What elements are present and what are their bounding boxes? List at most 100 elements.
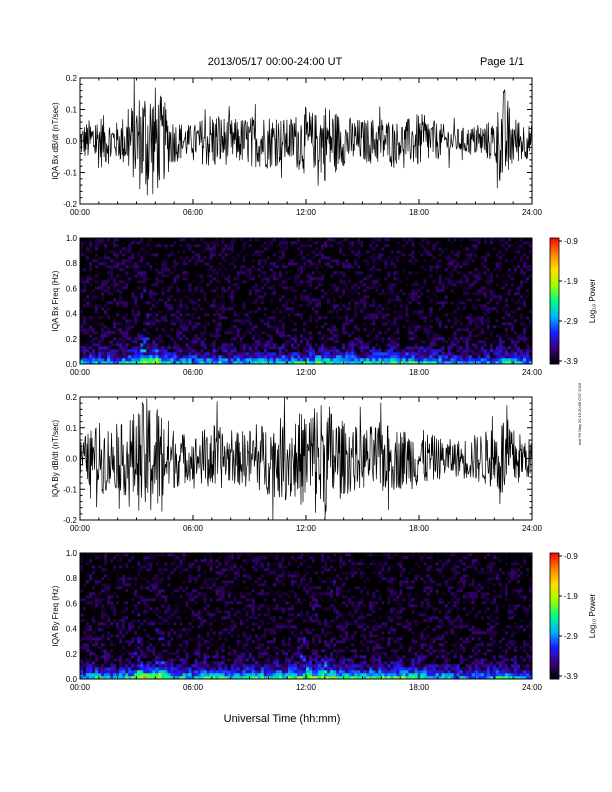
spectrogram-cell bbox=[206, 355, 210, 359]
spectrogram-cell bbox=[396, 241, 400, 245]
spectrogram-cell bbox=[233, 277, 237, 281]
spectrogram-cell bbox=[161, 271, 165, 275]
spectrogram-cell bbox=[426, 241, 430, 245]
spectrogram-cell bbox=[281, 361, 286, 365]
spectrogram-cell bbox=[242, 361, 247, 365]
spectrogram-cell bbox=[242, 271, 247, 275]
spectrogram-cell bbox=[312, 319, 316, 323]
spectrogram-cell bbox=[396, 265, 400, 269]
spectrogram-cell bbox=[263, 265, 268, 269]
spectrogram-cell bbox=[369, 355, 373, 359]
spectrogram-cell bbox=[342, 316, 346, 320]
spectrogram-cell bbox=[242, 307, 247, 311]
spectrogram-cell bbox=[197, 238, 201, 242]
spectrogram-cell bbox=[92, 268, 96, 272]
spectrogram-cell bbox=[245, 340, 250, 344]
spectrogram-cell bbox=[131, 289, 135, 293]
spectrogram-cell bbox=[414, 322, 418, 326]
spectrogram-cell bbox=[369, 256, 373, 260]
spectrogram-cell bbox=[351, 247, 355, 251]
spectrogram-cell bbox=[179, 241, 183, 245]
spectrogram-cell bbox=[423, 322, 427, 326]
spectrogram-cell bbox=[242, 310, 247, 314]
spectrogram-cell bbox=[372, 349, 376, 353]
spectrogram-cell bbox=[173, 337, 177, 341]
spectrogram-cell bbox=[390, 250, 394, 254]
spectrogram-cell bbox=[333, 241, 337, 245]
spectrogram-cell bbox=[266, 307, 271, 311]
spectrogram-cell bbox=[420, 331, 424, 335]
spectrogram-cell bbox=[284, 352, 289, 356]
spectrogram-cell bbox=[393, 316, 397, 320]
spectrogram-cell bbox=[414, 331, 418, 335]
spectrogram-cell bbox=[384, 277, 388, 281]
spectrogram-cell bbox=[293, 289, 298, 293]
spectrogram-cell bbox=[315, 259, 319, 263]
spectrogram-cell bbox=[92, 274, 96, 278]
spectrogram-cell bbox=[170, 298, 174, 302]
spectrogram-cell bbox=[176, 316, 180, 320]
spectrogram-cell bbox=[417, 349, 421, 353]
spectrogram-cell bbox=[248, 274, 253, 278]
spectrogram-cell bbox=[299, 262, 304, 266]
spectrogram-cell bbox=[248, 304, 253, 308]
spectrogram-cell bbox=[239, 325, 244, 329]
spectrogram-cell bbox=[170, 313, 174, 317]
spectrogram-cell bbox=[333, 250, 337, 254]
spectrogram-cell bbox=[336, 304, 340, 308]
spectrogram-cell bbox=[104, 247, 108, 251]
spectrogram-cell bbox=[290, 268, 295, 272]
spectrogram-cell bbox=[309, 283, 313, 287]
spectrogram-cell bbox=[110, 361, 114, 365]
spectrogram-cell bbox=[188, 271, 192, 275]
spectrogram-cell bbox=[83, 361, 87, 365]
spectrogram-cell bbox=[107, 292, 111, 296]
spectrogram-cell bbox=[330, 346, 334, 350]
spectrogram-cell bbox=[161, 361, 165, 365]
spectrogram-cell bbox=[134, 241, 138, 245]
spectrogram-cell bbox=[366, 307, 370, 311]
spectrogram-cell bbox=[254, 322, 259, 326]
spectrogram-cell bbox=[149, 337, 153, 341]
spectrogram-cell bbox=[101, 295, 105, 299]
spectrogram-cell bbox=[125, 328, 129, 332]
spectrogram-cell bbox=[128, 352, 132, 356]
spectrogram-cell bbox=[266, 256, 271, 260]
spectrogram-cell bbox=[327, 259, 331, 263]
spectrogram-cell bbox=[414, 259, 418, 263]
spectrogram-cell bbox=[411, 313, 415, 317]
spectrogram-cell bbox=[375, 250, 379, 254]
spectrogram-cell bbox=[101, 271, 105, 275]
spectrogram-cell bbox=[161, 322, 165, 326]
spectrogram-cell bbox=[95, 250, 99, 254]
spectrogram-cell bbox=[342, 268, 346, 272]
spectrogram-cell bbox=[179, 253, 183, 257]
spectrogram-cell bbox=[125, 343, 129, 347]
spectrogram-cell bbox=[414, 316, 418, 320]
spectrogram-cell bbox=[360, 292, 364, 296]
spectrogram-cell bbox=[197, 304, 201, 308]
spectrogram-cell bbox=[402, 265, 406, 269]
spectrogram-cell bbox=[384, 274, 388, 278]
spectrogram-cell bbox=[119, 325, 123, 329]
spectrogram-cell bbox=[158, 304, 162, 308]
spectrogram-cell bbox=[333, 355, 337, 359]
spectrogram-cell bbox=[224, 322, 228, 326]
spectrogram-cell bbox=[251, 343, 256, 347]
spectrogram-cell bbox=[98, 355, 102, 359]
spectrogram-cell bbox=[140, 361, 144, 365]
spectrogram-cell bbox=[218, 271, 222, 275]
spectrogram-cell bbox=[251, 331, 256, 335]
spectrogram-cell bbox=[152, 346, 156, 350]
spectrogram-cell bbox=[272, 241, 277, 245]
spectrogram-cell bbox=[378, 274, 382, 278]
spectrogram-cell bbox=[203, 298, 207, 302]
spectrogram-cell bbox=[411, 286, 415, 290]
spectrogram-cell bbox=[137, 304, 141, 308]
spectrogram-cell bbox=[306, 349, 310, 353]
spectrogram-cell bbox=[393, 271, 397, 275]
spectrogram-cell bbox=[369, 283, 373, 287]
spectrogram-cell bbox=[197, 265, 201, 269]
spectrogram-cell bbox=[221, 352, 225, 356]
spectrogram-cell bbox=[402, 256, 406, 260]
